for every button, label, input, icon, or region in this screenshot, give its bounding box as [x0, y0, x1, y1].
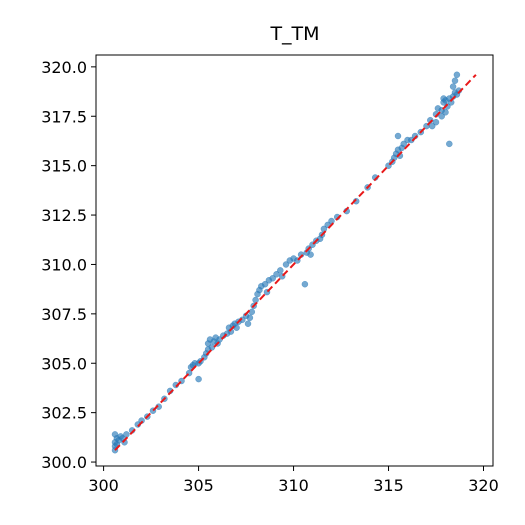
- data-point: [248, 308, 256, 316]
- y-tick-label: 315.0: [41, 157, 87, 176]
- reference-line-layer: [114, 74, 477, 451]
- data-point: [449, 83, 457, 90]
- data-point: [261, 280, 269, 288]
- y-tick-label: 302.5: [41, 404, 87, 423]
- data-point: [123, 431, 130, 438]
- plot-frame: [95, 54, 494, 467]
- data-point: [273, 271, 280, 278]
- data-point: [400, 140, 407, 148]
- data-point: [269, 275, 276, 282]
- chart-title: T_TM: [269, 23, 319, 45]
- data-point: [428, 122, 436, 130]
- data-point: [451, 77, 459, 84]
- data-point: [307, 251, 314, 258]
- data-point: [195, 375, 202, 383]
- data-point: [244, 320, 252, 327]
- data-point: [208, 344, 216, 351]
- data-point: [233, 324, 240, 331]
- data-point: [282, 261, 290, 268]
- data-point: [446, 140, 453, 148]
- reference-line: [114, 74, 477, 451]
- x-tick-label: 315: [373, 476, 404, 495]
- y-tick-label: 307.5: [41, 305, 87, 324]
- x-tick-label: 300: [88, 476, 119, 495]
- data-point: [252, 296, 259, 304]
- y-tick-label: 310.0: [41, 255, 87, 274]
- y-tick-label: 312.5: [41, 206, 87, 225]
- data-point: [394, 132, 402, 140]
- y-tick-label: 305.0: [41, 354, 87, 373]
- data-point: [442, 109, 449, 116]
- axes-layer: 300 305 310 315 320 300.0 302.5 305.0 307.5 310.0…: [41, 54, 499, 495]
- y-tick-label: 300.0: [41, 453, 87, 472]
- points-layer: [111, 71, 463, 454]
- data-point: [328, 217, 335, 225]
- y-tick-label: 320.0: [41, 58, 87, 77]
- data-point: [440, 95, 447, 102]
- data-point: [111, 431, 119, 438]
- data-point: [438, 113, 445, 120]
- data-point: [277, 267, 284, 274]
- data-point: [301, 280, 309, 288]
- x-tick-label: 320: [468, 476, 499, 495]
- data-point: [453, 71, 461, 79]
- x-tick-label: 305: [183, 476, 214, 495]
- data-point: [246, 314, 254, 322]
- data-point: [432, 118, 440, 126]
- x-tick-label: 310: [278, 476, 309, 495]
- y-tick-label: 317.5: [41, 107, 87, 126]
